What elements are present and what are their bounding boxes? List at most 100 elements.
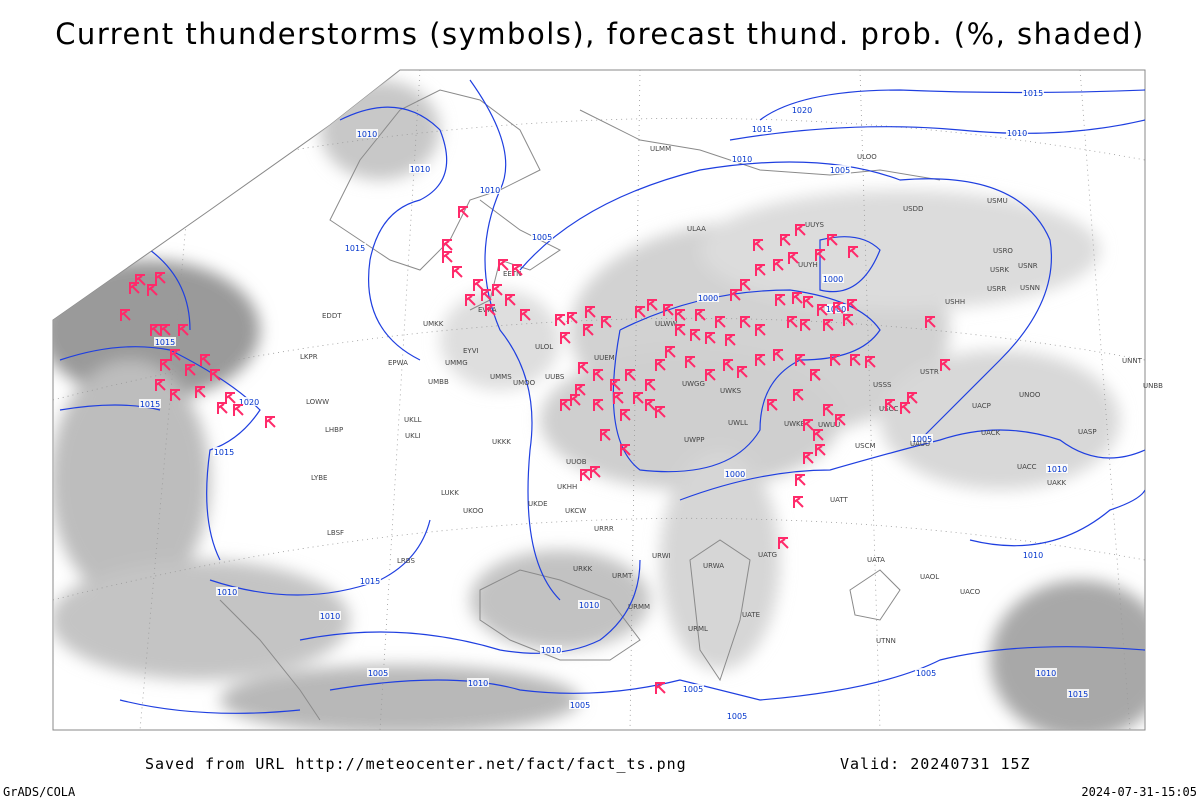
station-label: USNN [1020,284,1040,292]
station-label: LHBP [325,426,343,434]
thunderstorm-symbol [753,239,764,251]
station-label: LRBS [397,557,415,565]
thunderstorm-symbol [647,299,658,311]
isobar-label: 1000 [826,305,846,314]
thunderstorm-symbol [695,309,706,321]
thunderstorm-symbol [847,299,858,311]
thunderstorm-symbol [885,399,896,411]
isobar-label-bg [409,164,431,173]
station-label: UNOO [1019,391,1041,399]
thunderstorm-symbol [740,279,751,291]
thunderstorm-symbol [585,306,596,318]
isobar-label-bg [356,129,378,138]
thunderstorm-symbol [633,392,644,404]
isobar-label-bg [319,611,341,620]
station-label: UKDE [528,500,548,508]
thunderstorm-symbol [755,264,766,276]
thunderstorm-symbol [690,329,701,341]
isobar-label-bg [1022,88,1044,97]
thunderstorm-symbol [740,316,751,328]
station-label: USSS [873,381,892,389]
station-label: URMM [628,603,650,611]
isobar-label: 1015 [214,448,234,457]
isobar-label: 1005 [912,435,932,444]
thunderstorm-symbol [635,306,646,318]
thunderstorm-symbol [195,386,206,398]
isobar-label: 1010 [320,612,340,621]
thunderstorm-symbol [233,404,244,416]
isobar-label: 1010 [468,679,488,688]
thunderstorm-symbol [755,324,766,336]
thunderstorm-symbol [512,264,523,276]
isobars [59,79,1145,714]
thunderstorm-symbol [830,354,841,366]
isobar-label: 1005 [532,233,552,242]
isobar-label: 1010 [217,588,237,597]
thunderstorm-symbol [505,294,516,306]
title: Current thunderstorms (symbols), forecas… [55,17,1145,51]
timestamp: 2024-07-31-15:05 [1081,785,1197,799]
thunderstorm-symbol [620,444,631,456]
station-label: UKOO [463,507,484,515]
thunderstorm-symbol [120,309,131,321]
station-label: EYVI [463,347,479,355]
isobar-label: 1010 [732,155,752,164]
thunderstorm-symbol [675,309,686,321]
thunderstorm-symbol [160,359,171,371]
isobar-label: 1005 [916,669,936,678]
station-label: ULOL [535,343,553,351]
isobar-label-bg [213,447,235,456]
isobar-label-bg [1067,689,1089,698]
isobar-label-bg [578,600,600,609]
isobar-label: 1020 [792,106,812,115]
thunderstorm-symbol [465,294,476,306]
isobar-label-bg [726,711,748,720]
thunderstorm-symbol [610,379,621,391]
thunderstorm-symbol [645,379,656,391]
isobar-label: 1005 [683,685,703,694]
station-label: UMBB [428,378,449,386]
valid-time: Valid: 20240731 15Z [840,755,1031,773]
thunderstorm-symbol [907,392,918,404]
station-label: UKCW [565,507,586,515]
thunderstorm-symbol [730,289,741,301]
station-label: UACK [981,429,1001,437]
station-label: UWLL [728,419,748,427]
isobar-label-bg [731,154,753,163]
isobar-label: 1020 [239,398,259,407]
isobar-label-bg [569,700,591,709]
thunderstorm-symbol [780,234,791,246]
station-label: USRO [993,247,1013,255]
thunderstorm-symbol [663,304,674,316]
thunderstorm-symbol [442,239,453,251]
thunderstorm-symbol [265,416,276,428]
station-label: UNNT [1122,357,1143,365]
station-label: UWKB [784,420,806,428]
station-label: LUKK [441,489,459,497]
probability-shading [53,80,1145,730]
isobar-label: 1015 [752,125,772,134]
station-label: UACP [972,402,991,410]
thunderstorm-symbol [940,359,951,371]
thunderstorm-symbol [723,359,734,371]
thunderstorm-symbol [155,379,166,391]
thunderstorm-symbol [593,369,604,381]
station-label: USCM [855,442,876,450]
isobar-label-bg [479,185,501,194]
thunderstorm-symbol [600,429,611,441]
thunderstorm-symbol [865,356,876,368]
source-url: Saved from URL http://meteocenter.net/fa… [145,755,687,773]
station-label: UWUU [818,421,840,429]
thunderstorm-symbol [775,294,786,306]
thunderstorm-symbol [655,406,666,418]
station-label: UATE [742,611,760,619]
thunderstorm-symbol [555,314,566,326]
thunderstorm-symbol [827,234,838,246]
thunderstorm-symbol [705,332,716,344]
isobar-label: 1000 [823,275,843,284]
thunderstorm-symbol [817,304,828,316]
isobar-label: 1010 [480,186,500,195]
isobar-label-bg [1046,464,1068,473]
isobar-label-bg [1035,668,1057,677]
